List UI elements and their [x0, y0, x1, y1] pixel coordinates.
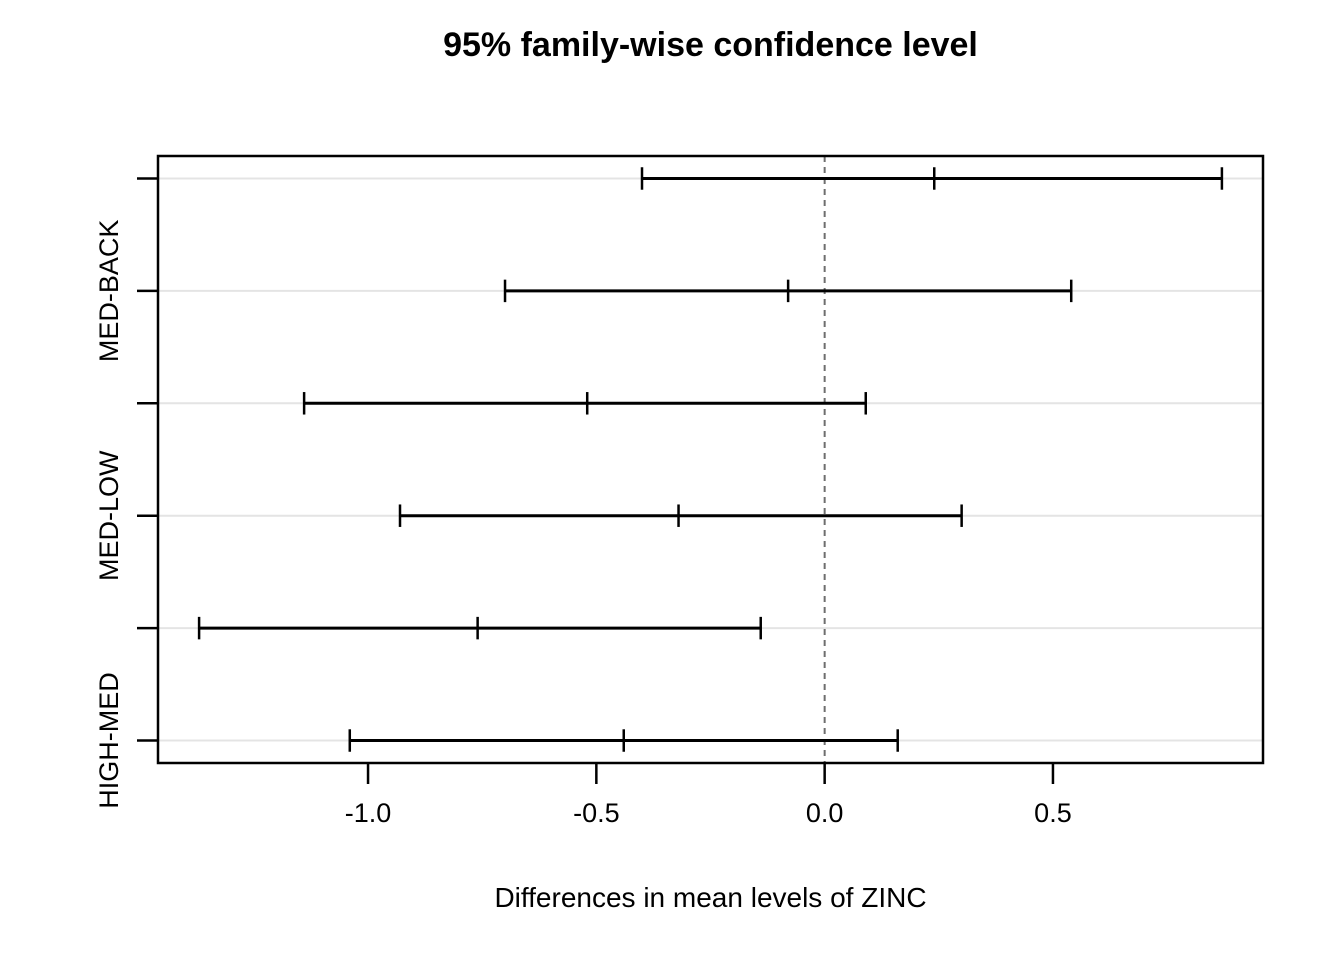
x-axis-tick-label: -0.5	[573, 798, 620, 828]
x-axis-tick-label: -1.0	[345, 798, 392, 828]
x-axis-tick-label: 0.5	[1034, 798, 1072, 828]
y-axis-tick-label: HIGH-MED	[94, 672, 124, 809]
y-axis-tick-label: MED-BACK	[94, 220, 124, 363]
figure-title: 95% family-wise confidence level	[443, 26, 978, 64]
x-axis-tick-label: 0.0	[806, 798, 844, 828]
y-axis-tick-label: MED-LOW	[94, 450, 124, 581]
x-axis-label: Differences in mean levels of ZINC	[494, 882, 927, 913]
plot-border	[156, 154, 1265, 765]
